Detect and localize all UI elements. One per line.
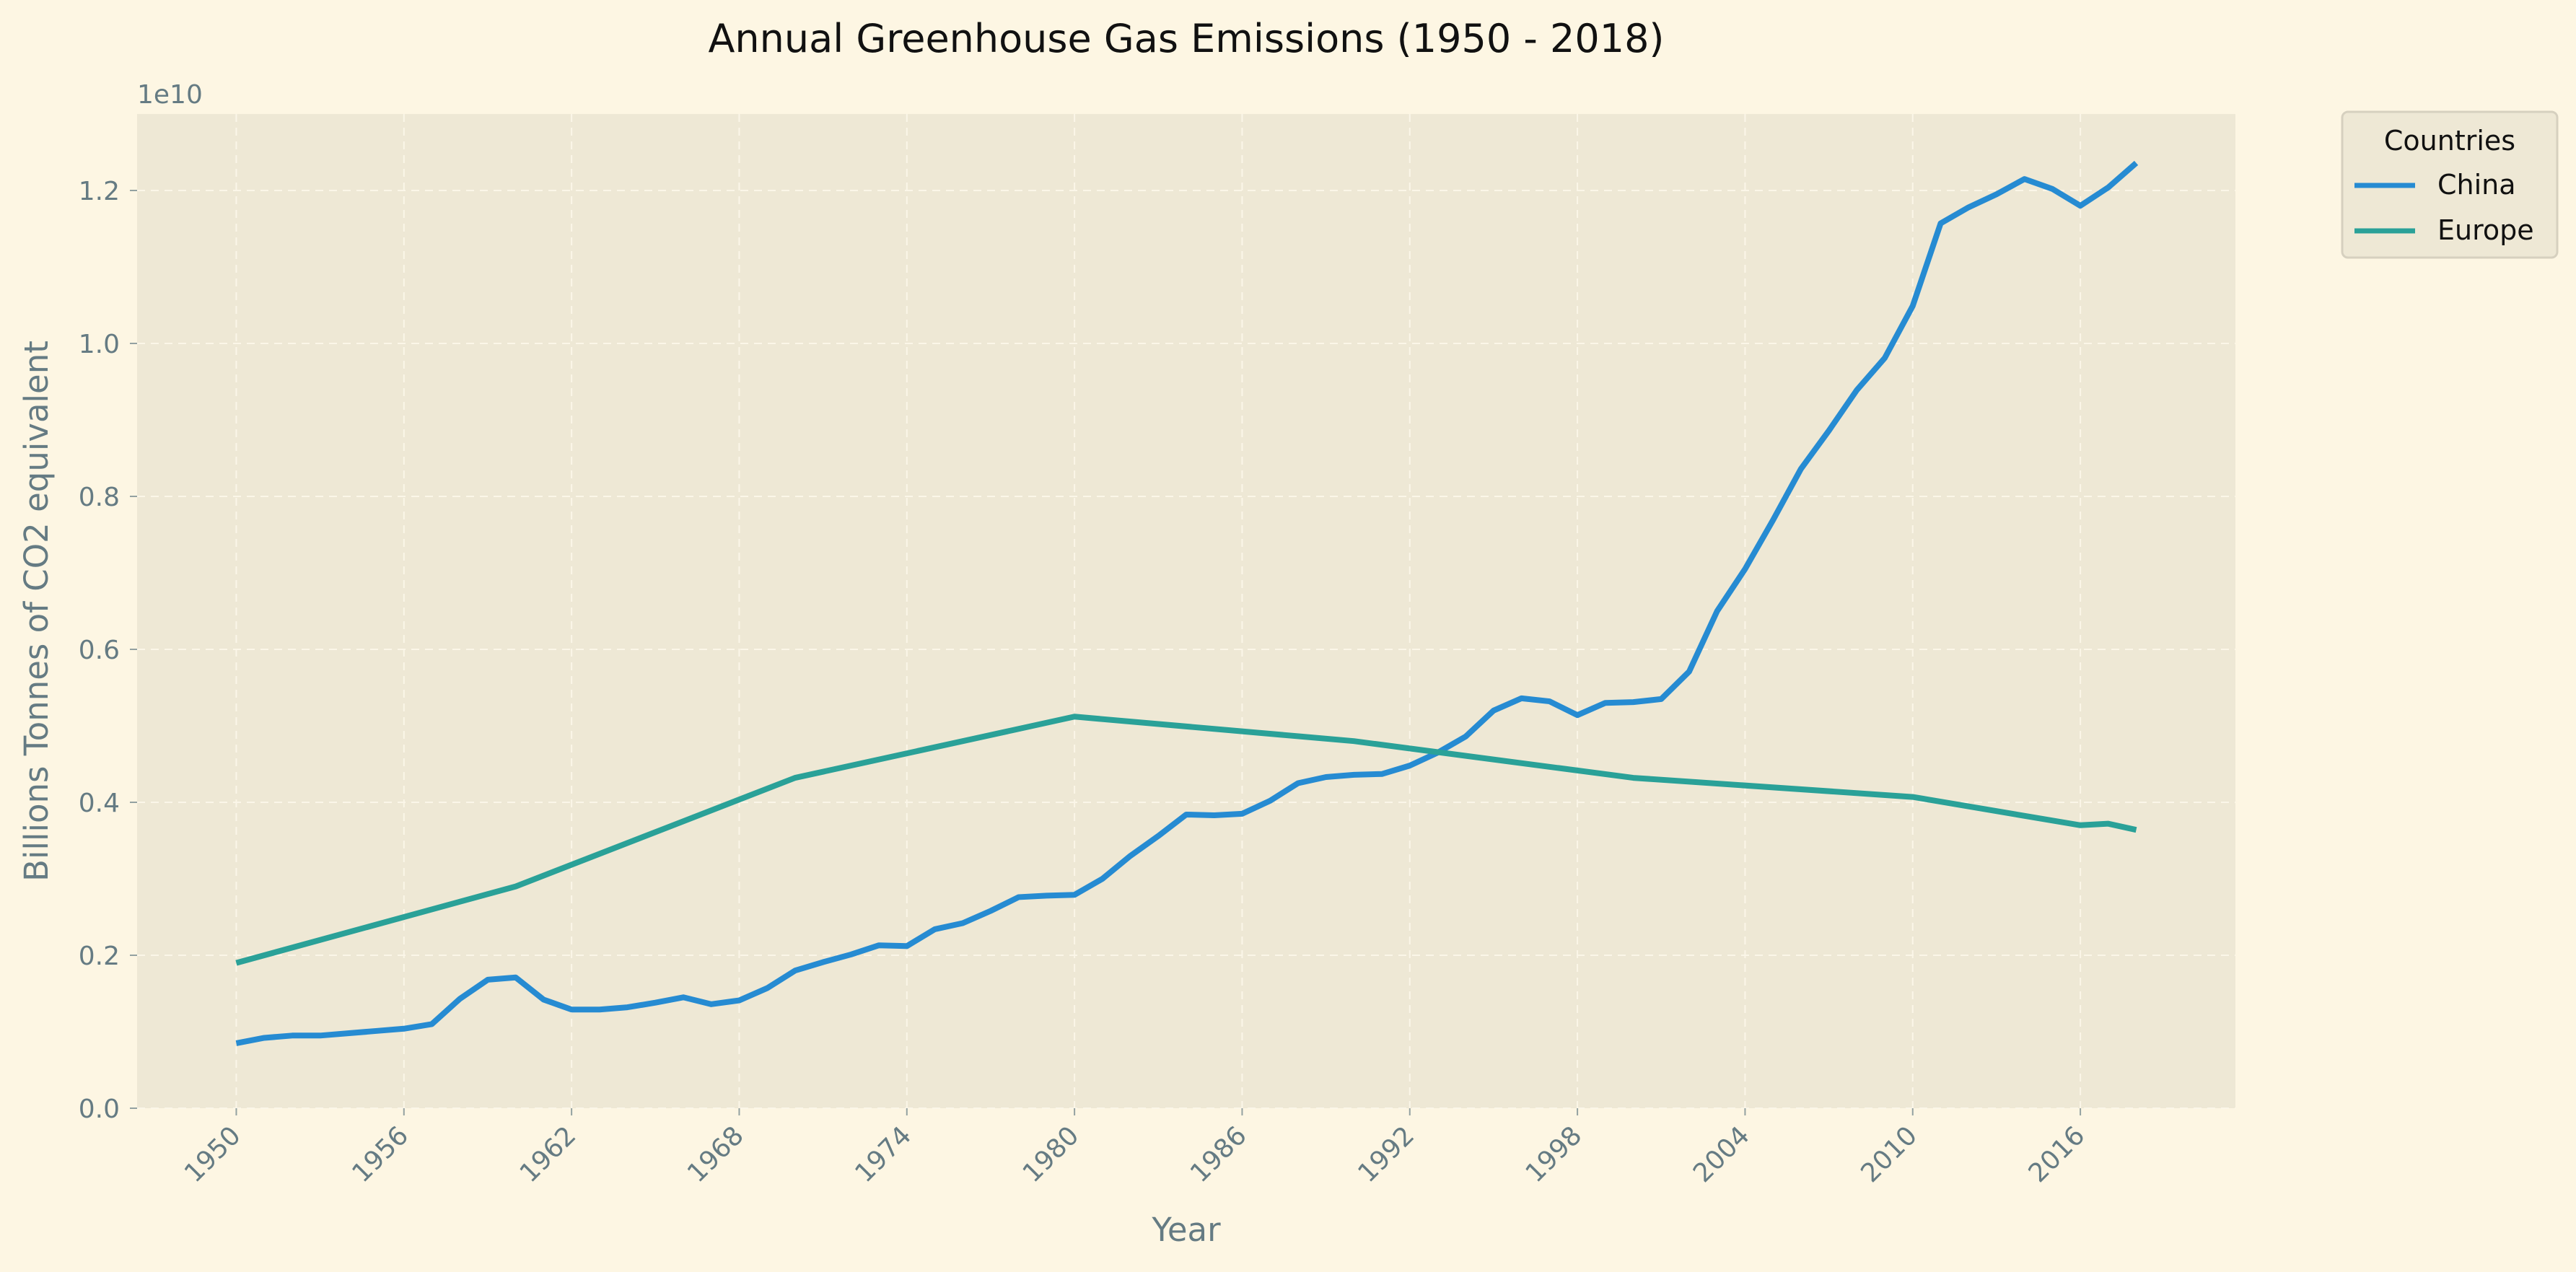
y-tick-label: 0.8 (79, 483, 120, 512)
grid-lines (137, 114, 2235, 1109)
legend-box (2341, 110, 2559, 259)
series-line-china (235, 160, 2139, 1046)
y-axis-offset-label: 1e10 (137, 80, 203, 110)
legend-title: Countries (2384, 125, 2515, 157)
y-axis-label: Billions Tonnes of CO2 equivalent (17, 341, 56, 882)
x-axis-label: Year (1151, 1211, 1221, 1249)
chart-title: Annual Greenhouse Gas Emissions (1950 - … (708, 16, 1664, 61)
y-tick-label: 0.4 (79, 789, 120, 818)
plot-area (137, 114, 2235, 1108)
data-series (235, 160, 2139, 1046)
legend: Countries China Europe (2341, 110, 2559, 259)
legend-label-europe: Europe (2437, 214, 2534, 246)
series-line-europe (235, 714, 2137, 966)
y-tick-label: 0.6 (79, 636, 120, 665)
legend-label-china: China (2437, 169, 2516, 201)
y-tick-label: 0.0 (79, 1095, 120, 1124)
y-tick-label: 1.2 (79, 177, 120, 206)
y-tick-label: 1.0 (79, 330, 120, 359)
y-tick-label: 0.2 (79, 942, 120, 971)
